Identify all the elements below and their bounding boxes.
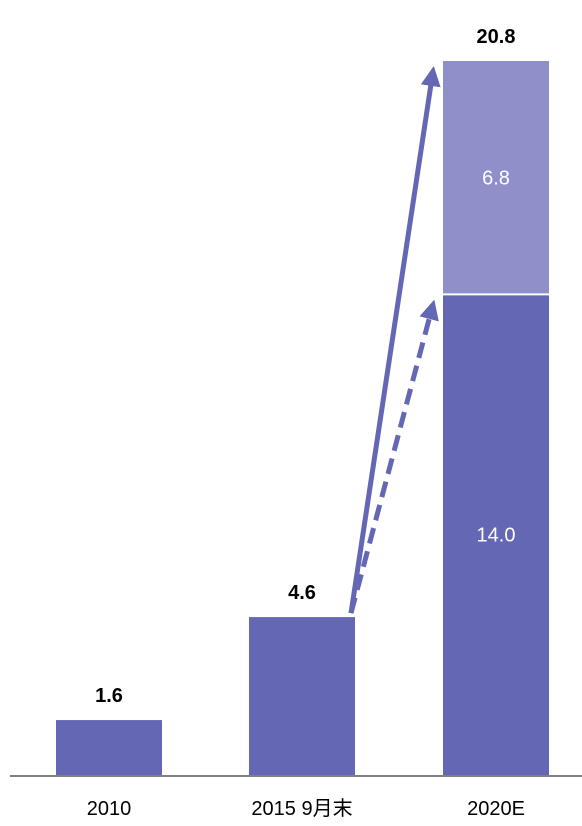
- bar-base-0: [56, 720, 162, 775]
- arrow-dashed: [348, 299, 439, 614]
- segment-label-stack: 6.8: [482, 168, 510, 190]
- total-label-1: 4.6: [288, 582, 316, 604]
- bar-base-1: [249, 617, 355, 775]
- tick-label-1: 2015 9月末: [251, 797, 352, 820]
- bars-layer: [56, 61, 549, 775]
- bar-stack-2: [443, 61, 549, 295]
- tick-label-2: 2020E: [467, 798, 525, 820]
- tick-label-0: 2010: [87, 798, 132, 820]
- total-label-0: 1.6: [95, 685, 123, 707]
- arrow-solid: [348, 66, 441, 614]
- tick-labels-layer: 2010 2015 9月末 2020E: [87, 797, 525, 820]
- segment-label-base: 14.0: [477, 525, 516, 547]
- total-label-2: 20.8: [477, 26, 516, 48]
- labels-layer: 1.6 4.6 20.8 14.0 6.8: [95, 26, 515, 707]
- arrows-layer: [348, 66, 441, 614]
- bar-base-2: [443, 294, 549, 775]
